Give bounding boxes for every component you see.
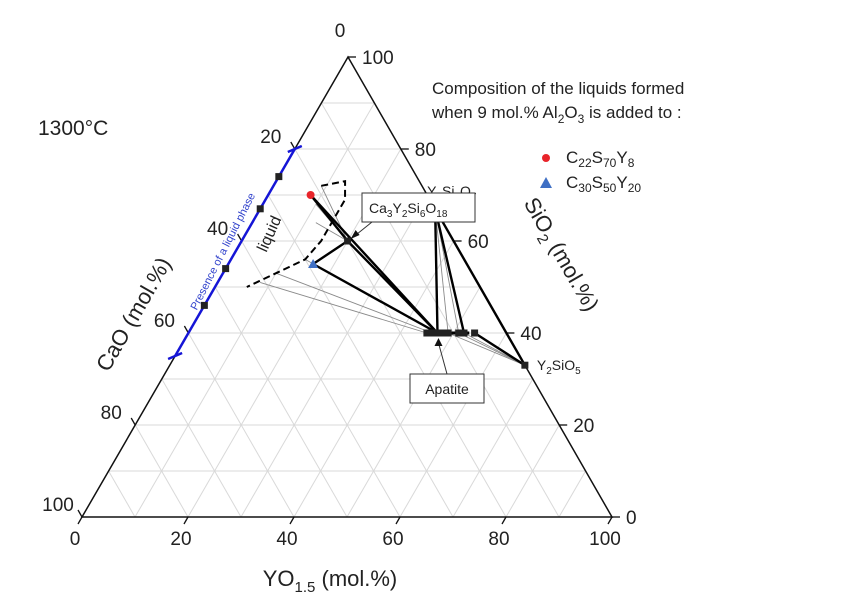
right-tick-label: 0 — [626, 508, 637, 529]
grid-line — [320, 102, 560, 518]
grid-line — [399, 332, 507, 518]
liquid-point-circle — [306, 191, 315, 199]
legend-marker-circle — [542, 154, 550, 162]
left-tick-label: 60 — [154, 311, 175, 332]
liquid-phase-point — [200, 301, 208, 309]
tie-line-thin — [259, 281, 428, 334]
left-tick-label: 100 — [42, 495, 74, 516]
bottom-tick — [607, 516, 613, 525]
tie-line-thin — [434, 208, 449, 334]
label-ca3y2si6o18: Ca3Y2Si6O18 — [369, 200, 448, 220]
liquid-boundary — [246, 179, 347, 288]
apatite-cluster-point — [444, 329, 452, 337]
liquid-phase-line — [174, 148, 296, 357]
tie-line-bold — [346, 240, 439, 334]
grid-line — [505, 424, 560, 518]
label-apatite: Apatite — [425, 381, 469, 397]
bottom-tick-label: 100 — [589, 529, 621, 550]
grid-line — [452, 378, 534, 518]
tie-line-thin — [315, 222, 348, 242]
tie-line-bold — [433, 208, 439, 334]
apatite-cluster-point — [455, 329, 463, 337]
left-tick — [77, 509, 83, 518]
arrowhead-apatite — [434, 338, 443, 346]
liquid-point-triangle — [308, 259, 319, 268]
bottom-tick — [395, 516, 401, 525]
grid-line — [161, 378, 242, 518]
bottom-tick-label: 20 — [170, 529, 191, 550]
bottom-tick — [501, 516, 507, 525]
bottom-tick-label: 40 — [276, 529, 297, 550]
bottom-tick — [289, 516, 295, 525]
liquid-phase-line-end — [167, 351, 183, 361]
left-tick-label: 80 — [101, 403, 122, 424]
right-tick-label: 100 — [362, 48, 394, 69]
tie-line-bold — [312, 262, 439, 335]
label-box-apatite — [409, 373, 485, 404]
grid-line — [240, 194, 428, 518]
tie-line-bold — [312, 240, 349, 265]
grid-lines — [108, 102, 587, 518]
tie-line-thin — [447, 332, 526, 366]
right-tick-label: 80 — [415, 140, 436, 161]
legend-label: C22S70Y8 — [566, 148, 635, 170]
temperature-label: 1300°C — [38, 117, 108, 140]
apatite-cluster-point — [460, 329, 468, 337]
liquid-phase-point — [222, 265, 230, 273]
liquid-phase-line — [167, 144, 303, 361]
tie-line-bold — [434, 208, 526, 366]
bottom-tick-label: 60 — [382, 529, 403, 550]
right-tick-label: 20 — [573, 416, 594, 437]
left-tick — [290, 141, 296, 150]
compound-point — [521, 361, 529, 369]
bottom-axis-title: YO1.5 (mol.%) — [263, 566, 398, 596]
legend-label: C30S50Y20 — [566, 173, 641, 195]
tie-line-bold — [473, 331, 526, 367]
annotation-line-2: when 9 mol.% Al2O3 is added to : — [431, 103, 682, 126]
grid-line — [108, 470, 136, 518]
apatite-cluster-point — [439, 329, 447, 337]
bottom-tick — [77, 516, 83, 525]
compound-labels: Y2Si2O7Y2SiO5Ca3Y2Si6O18Apatite — [350, 183, 581, 404]
bottom-tick-label: 0 — [70, 529, 81, 550]
liquid-label: liquid — [255, 214, 286, 255]
label-box-ca3y2si6o18 — [361, 192, 476, 223]
legend: C22S70Y8 C30S50Y20 — [540, 148, 641, 195]
apatite-cluster-point — [428, 329, 436, 337]
grid-line — [267, 194, 454, 518]
tie-line-bold — [433, 208, 466, 334]
left-tick-label: 20 — [260, 127, 281, 148]
right-axis-title: SiO2 (mol.%) — [515, 193, 604, 318]
compound-point — [344, 237, 352, 245]
grid-line — [187, 332, 295, 518]
legend-marker-triangle — [540, 177, 552, 188]
left-tick — [130, 417, 136, 426]
grid-line — [558, 470, 587, 518]
right-tick-label: 40 — [520, 324, 541, 345]
liquid-phase-line-end — [287, 144, 303, 154]
bottom-tick — [183, 516, 189, 525]
arrowhead-ca3y2si6o18 — [350, 230, 360, 239]
apex-label: 0 — [335, 21, 346, 42]
grid-line — [134, 102, 375, 518]
bottom-tick-label: 80 — [488, 529, 509, 550]
right-tick-label: 60 — [468, 232, 489, 253]
apatite-cluster-point — [471, 329, 479, 337]
apatite-cluster-point — [423, 329, 431, 337]
grid-line — [134, 424, 189, 518]
left-tick-label: 40 — [207, 219, 228, 240]
liquid-boundary-curve — [246, 179, 347, 288]
tick-labels: 0 20 40 60 80 100 100 80 60 40 20 0 20 40 60 80 100 — [42, 48, 636, 550]
annotation-line-1: Composition of the liquids formed — [432, 79, 684, 98]
liquid-phase-point — [275, 173, 283, 181]
grid-line — [214, 286, 348, 518]
tie-line-thin — [275, 272, 433, 334]
label-y2sio5: Y2SiO5 — [537, 357, 581, 377]
liquid-phase-point — [256, 205, 264, 213]
arrow-apatite — [438, 342, 448, 375]
compound-point — [434, 329, 441, 337]
